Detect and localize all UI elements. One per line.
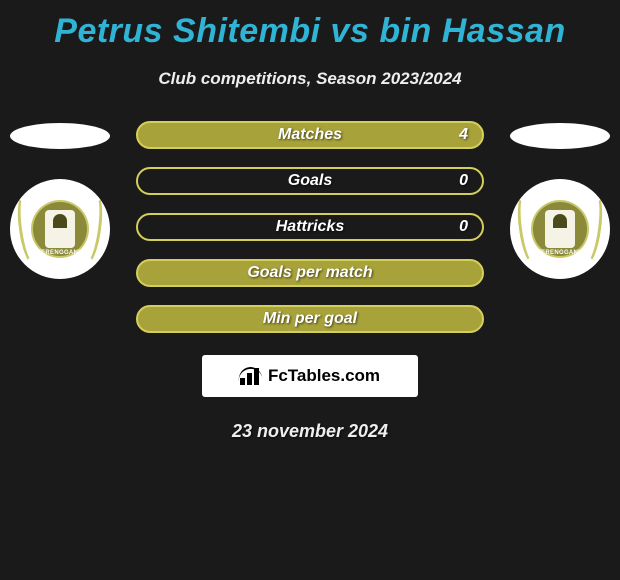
chart-icon [240,367,262,385]
stat-bar: Goals per match [136,259,484,287]
player-photo-placeholder-right [510,123,610,149]
stat-bars: Matches 4 Goals 0 Hattricks 0 Goals per match M… [136,121,484,333]
stat-label: Goals [288,172,332,190]
club-badge-left: TERENGGANU [10,179,110,279]
footer-date: 23 november 2024 [0,421,620,442]
stat-label: Hattricks [276,218,344,236]
stat-label: Goals per match [247,264,372,282]
stat-value: 0 [459,218,468,236]
player1-name: Petrus Shitembi [54,12,320,50]
stat-bar: Hattricks 0 [136,213,484,241]
stat-bar: Goals 0 [136,167,484,195]
comparison-content: TERENGGANU TERENGGANU Matches4Goals0Hatt… [0,121,620,442]
club-badge-right: TERENGGANU [510,179,610,279]
stat-label: Min per goal [263,310,357,328]
stat-value: 4 [459,126,468,144]
brand-box[interactable]: FcTables.com [202,355,418,397]
player2-name: bin Hassan [379,12,565,50]
stat-bar: Min per goal [136,305,484,333]
vs-text: vs [321,12,380,50]
stat-value: 0 [459,172,468,190]
club-name-right: TERENGGANU [525,250,595,256]
player-photo-placeholder-left [10,123,110,149]
page-title: Petrus Shitembi vs bin Hassan [0,0,620,51]
subtitle: Club competitions, Season 2023/2024 [0,69,620,89]
stat-label: Matches [278,126,342,144]
right-player-column: TERENGGANU [510,121,610,279]
left-player-column: TERENGGANU [10,121,110,279]
club-name-left: TERENGGANU [25,250,95,256]
brand-text: FcTables.com [268,366,380,386]
stat-bar: Matches 4 [136,121,484,149]
